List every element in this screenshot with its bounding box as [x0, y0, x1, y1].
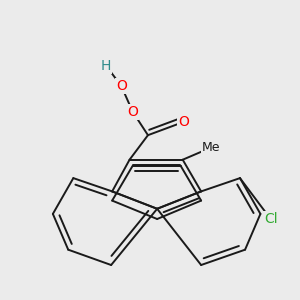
Text: O: O: [116, 79, 127, 93]
Text: O: O: [127, 105, 138, 119]
Text: O: O: [178, 115, 189, 129]
Text: Me: Me: [202, 141, 220, 154]
Text: Cl: Cl: [264, 212, 278, 226]
Text: H: H: [101, 59, 111, 73]
